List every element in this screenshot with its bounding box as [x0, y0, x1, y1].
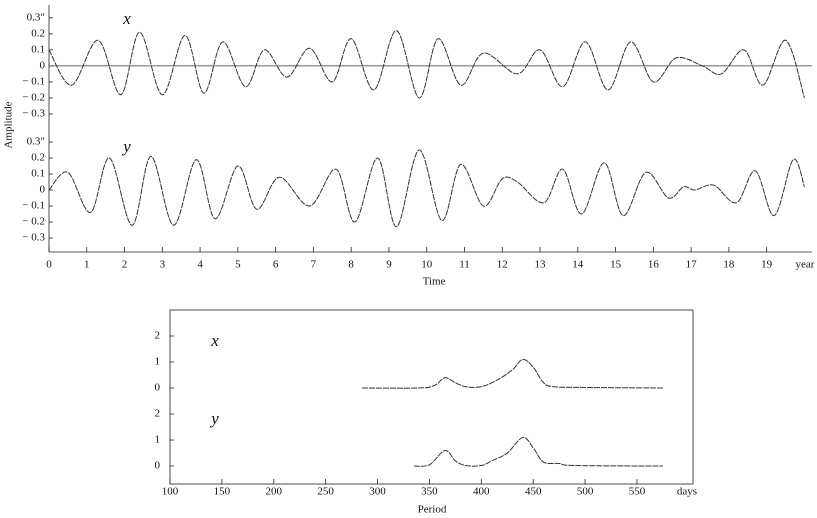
y-tick-label: − 0.1 — [22, 75, 45, 87]
x-tick-label: 550 — [629, 486, 646, 498]
x-tick-label: 9 — [386, 259, 392, 271]
data-line — [48, 30, 805, 99]
x-tick-label: 15 — [610, 259, 622, 271]
x-tick-label: 12 — [497, 259, 508, 271]
x-tick-label: 5 — [235, 259, 241, 271]
x-tick-label: 250 — [317, 486, 334, 498]
x-tick-label: 200 — [266, 486, 283, 498]
x-tick-label: 3 — [160, 259, 166, 271]
x-axis-label: Period — [418, 504, 447, 516]
data-line — [413, 436, 663, 467]
x-tick-label: 100 — [162, 486, 179, 498]
y-tick-label: 0 — [155, 382, 161, 394]
x-tick-label: 14 — [572, 259, 584, 271]
x-unit: days — [677, 486, 697, 498]
x-tick-label: 19 — [761, 259, 773, 271]
x-tick-label: 300 — [369, 486, 386, 498]
y-tick-label: 1 — [155, 434, 161, 446]
panel-annotation: y — [209, 409, 219, 428]
x-tick-label: 1 — [84, 259, 90, 271]
x-tick-label: 450 — [525, 486, 542, 498]
y-tick-label: 1 — [155, 356, 161, 368]
y-tick-label: 0 — [40, 59, 46, 71]
y-tick-label: − 0.3 — [22, 108, 45, 120]
panel-annotation: x — [122, 9, 131, 28]
panel-annotation: y — [121, 137, 131, 156]
x-tick-label: 11 — [459, 259, 470, 271]
y-tick-label: 0.3″ — [27, 136, 45, 148]
y-tick-label: 0.3″ — [27, 11, 45, 23]
data-line — [361, 358, 663, 389]
y-tick-label: 0 — [40, 184, 46, 196]
data-line — [48, 149, 805, 228]
x-tick-label: 6 — [273, 259, 279, 271]
x-axis-label: Time — [423, 276, 446, 288]
x-tick-label: 500 — [577, 486, 594, 498]
panel-annotation: x — [210, 331, 219, 350]
y-tick-label: 0.2 — [31, 152, 45, 164]
x-tick-label: 8 — [348, 259, 354, 271]
x-tick-label: 17 — [686, 259, 698, 271]
x-tick-label: 150 — [214, 486, 231, 498]
x-tick-label: 7 — [311, 259, 317, 271]
x-unit: year — [796, 259, 815, 271]
y-tick-label: − 0.1 — [22, 200, 45, 212]
x-tick-label: 2 — [122, 259, 128, 271]
x-tick-label: 13 — [535, 259, 547, 271]
x-tick-label: 16 — [648, 259, 660, 271]
x-tick-label: 400 — [473, 486, 490, 498]
y-tick-label: 0.1 — [31, 43, 45, 55]
y-tick-label: 0.1 — [31, 168, 45, 180]
spectrum-frame — [169, 309, 694, 485]
x-tick-label: 4 — [197, 259, 203, 271]
x-tick-label: 350 — [421, 486, 438, 498]
y-tick-label: − 0.2 — [22, 216, 45, 228]
y-axis-label: Amplitude — [3, 101, 15, 148]
y-tick-label: 0 — [155, 460, 161, 472]
y-tick-label: − 0.3 — [22, 232, 45, 244]
x-tick-label: 18 — [723, 259, 735, 271]
y-tick-label: − 0.2 — [22, 91, 45, 103]
x-tick-label: 0 — [46, 259, 52, 271]
y-tick-label: 2 — [155, 330, 161, 342]
x-tick-label: 10 — [421, 259, 433, 271]
y-tick-label: 2 — [155, 408, 161, 420]
y-tick-label: 0.2 — [31, 27, 45, 39]
